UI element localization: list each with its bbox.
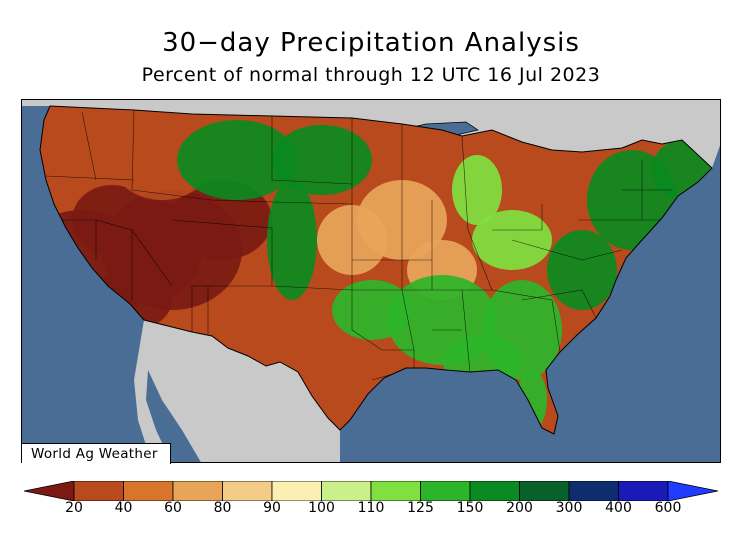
legend-swatch	[222, 481, 273, 501]
legend-label: 40	[114, 500, 133, 516]
canada-land	[22, 100, 720, 168]
precip-region	[272, 125, 372, 195]
credit-label: World Ag Weather	[22, 443, 171, 464]
legend-label: 300	[555, 500, 583, 516]
legend-swatch	[123, 481, 174, 501]
legend-label: 60	[164, 500, 182, 516]
precipitation-map[interactable]	[21, 99, 721, 463]
precip-region	[332, 280, 412, 340]
legend-swatch	[271, 481, 322, 501]
precip-region	[222, 290, 302, 350]
legend-swatch	[519, 481, 570, 501]
precip-region	[177, 120, 297, 200]
map-subtitle: Percent of normal through 12 UTC 16 Jul …	[141, 64, 601, 86]
legend-swatch	[618, 481, 669, 501]
color-legend	[24, 481, 718, 501]
precip-region	[547, 230, 617, 310]
legend-swatch	[370, 481, 421, 501]
state-boundaries	[45, 109, 672, 381]
legend-swatch	[420, 481, 471, 501]
legend-label: 400	[605, 500, 632, 516]
precip-region	[172, 180, 272, 260]
legend-arrow-left	[24, 481, 75, 501]
legend-label: 110	[357, 500, 385, 516]
legend-label: 100	[308, 500, 335, 516]
legend-arrow-right	[667, 481, 718, 501]
legend-label: 125	[407, 500, 434, 516]
mexico-land	[134, 320, 340, 462]
map-title: 30−day Precipitation Analysis	[162, 28, 580, 58]
precipitation-field	[40, 110, 712, 430]
legend-label: 200	[506, 500, 533, 516]
legend-label: 150	[456, 500, 484, 516]
legend-label: 80	[213, 500, 232, 516]
precip-region	[267, 180, 317, 300]
legend-swatch	[321, 481, 372, 501]
precip-region	[452, 155, 502, 225]
legend-label: 600	[654, 500, 682, 516]
legend-swatch	[469, 481, 520, 501]
legend-labels: 20 40 60 80 90 100 110 125 150 200 300 400 600	[0, 500, 742, 520]
precip-region	[40, 110, 122, 190]
legend-label: 20	[65, 500, 83, 516]
us-coastline	[39, 105, 713, 435]
legend-swatch	[568, 481, 619, 501]
legend-swatch	[73, 481, 124, 501]
legend-label: 90	[263, 500, 281, 516]
legend-swatch	[172, 481, 223, 501]
